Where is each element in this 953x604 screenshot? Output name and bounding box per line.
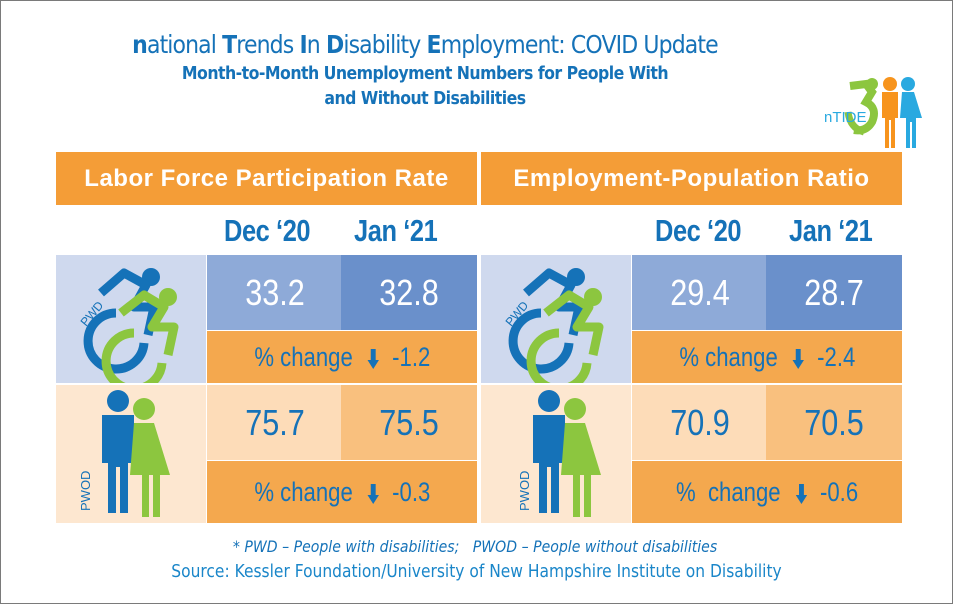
pwd-jan-value: 28.7 bbox=[766, 255, 902, 330]
logo-text: nTIDE bbox=[824, 109, 867, 126]
wheelchair-accessibility-icon: PWD bbox=[78, 268, 179, 394]
month-jan: Jan ‘21 bbox=[789, 213, 873, 248]
pwd-icon-cell: PWD bbox=[481, 255, 631, 394]
pwd-dec-value: 29.4 bbox=[632, 255, 768, 330]
month-headers: Dec ‘20 Jan ‘21 bbox=[481, 205, 902, 255]
subtitle-line-2: and Without Disabilities bbox=[324, 89, 526, 109]
pwd-change-row: % change -2.4 bbox=[632, 331, 902, 383]
change-value: -1.2 bbox=[391, 341, 430, 372]
change-label: % change bbox=[254, 341, 353, 372]
month-jan: Jan ‘21 bbox=[354, 213, 438, 248]
pwod-jan-value: 75.5 bbox=[341, 385, 477, 460]
arrow-down-icon bbox=[792, 348, 804, 369]
title-part: n bbox=[306, 30, 326, 59]
month-dec: Dec ‘20 bbox=[655, 213, 742, 248]
subtitle-line-1: Month-to-Month Unemployment Numbers for … bbox=[181, 64, 669, 84]
main-title: national Trends In Disability Employment… bbox=[51, 30, 799, 59]
title-part: rends bbox=[236, 30, 300, 59]
pwod-label: PWOD bbox=[78, 471, 93, 511]
month-headers: Dec ‘20 Jan ‘21 bbox=[56, 205, 477, 255]
change-value: -0.6 bbox=[819, 476, 859, 507]
pwod-dec-value: 70.9 bbox=[632, 385, 768, 460]
man-woman-icon: PWOD bbox=[78, 390, 170, 517]
title-part: isability bbox=[343, 30, 427, 59]
arrow-down-icon bbox=[795, 483, 807, 504]
change-label: % change bbox=[254, 476, 353, 507]
pwd-icon-cell: PWD bbox=[56, 255, 206, 394]
legend-note: * PWD – People with disabilities; PWOD –… bbox=[232, 537, 718, 556]
pwod-change-row: % change -0.3 bbox=[207, 461, 477, 523]
pwod-jan-value: 70.5 bbox=[766, 385, 902, 460]
title-part: I bbox=[299, 30, 307, 59]
wheelchair-accessibility-icon: PWD bbox=[503, 268, 604, 394]
change-value: -0.3 bbox=[391, 476, 430, 507]
pwod-icon-cell: PWOD bbox=[56, 385, 206, 523]
pwd-dec-value: 33.2 bbox=[207, 255, 343, 330]
month-dec: Dec ‘20 bbox=[224, 213, 311, 248]
pwod-change-row: % change -0.6 bbox=[632, 461, 902, 523]
pwod-label: PWOD bbox=[517, 471, 532, 511]
man-woman-icon: PWOD bbox=[517, 390, 601, 517]
pwod-dec-value: 75.7 bbox=[207, 385, 343, 460]
panel-title: Employment-Population Ratio bbox=[481, 152, 902, 205]
source-note: Source: Kessler Foundation/University of… bbox=[171, 561, 782, 582]
panel-labor-force: Labor Force Participation Rate Dec ‘20 J… bbox=[56, 152, 477, 523]
title-part: E bbox=[426, 30, 442, 59]
panel-title: Labor Force Participation Rate bbox=[56, 152, 477, 205]
pwd-change-row: % change -1.2 bbox=[207, 331, 477, 383]
change-label: % change bbox=[679, 341, 778, 372]
change-value: -2.4 bbox=[816, 341, 855, 372]
title-part: mployment: COVID Update bbox=[440, 30, 719, 59]
arrow-down-icon bbox=[367, 348, 379, 369]
title-part: D bbox=[325, 30, 344, 59]
change-label: % change bbox=[675, 476, 781, 507]
pwod-icon-cell: PWOD bbox=[481, 385, 631, 523]
title-part: T bbox=[222, 30, 237, 59]
panel-employment-population: Employment-Population Ratio Dec ‘20 Jan … bbox=[481, 152, 902, 523]
ntide-logo: nTIDE bbox=[820, 72, 930, 152]
title-part: ational bbox=[146, 30, 223, 59]
title-part: n bbox=[132, 30, 148, 59]
pwd-jan-value: 32.8 bbox=[341, 255, 477, 330]
arrow-down-icon bbox=[367, 483, 379, 504]
